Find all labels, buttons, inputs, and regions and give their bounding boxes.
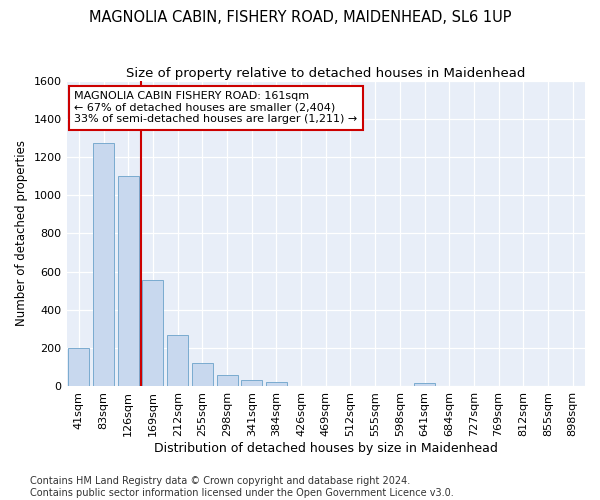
- Bar: [192, 362, 213, 386]
- Title: Size of property relative to detached houses in Maidenhead: Size of property relative to detached ho…: [126, 68, 526, 80]
- Text: MAGNOLIA CABIN FISHERY ROAD: 161sqm
← 67% of detached houses are smaller (2,404): MAGNOLIA CABIN FISHERY ROAD: 161sqm ← 67…: [74, 91, 358, 124]
- Bar: [68, 348, 89, 387]
- Bar: [93, 142, 114, 386]
- Bar: [414, 383, 435, 386]
- X-axis label: Distribution of detached houses by size in Maidenhead: Distribution of detached houses by size …: [154, 442, 498, 455]
- Bar: [167, 335, 188, 386]
- Text: Contains HM Land Registry data © Crown copyright and database right 2024.
Contai: Contains HM Land Registry data © Crown c…: [30, 476, 454, 498]
- Bar: [217, 375, 238, 386]
- Bar: [142, 280, 163, 386]
- Text: MAGNOLIA CABIN, FISHERY ROAD, MAIDENHEAD, SL6 1UP: MAGNOLIA CABIN, FISHERY ROAD, MAIDENHEAD…: [89, 10, 511, 25]
- Bar: [266, 382, 287, 386]
- Bar: [241, 380, 262, 386]
- Y-axis label: Number of detached properties: Number of detached properties: [15, 140, 28, 326]
- Bar: [118, 176, 139, 386]
